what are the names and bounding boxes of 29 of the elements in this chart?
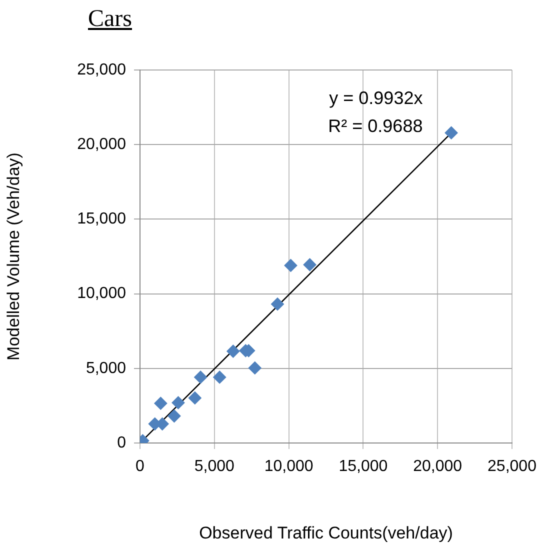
point (303, 258, 316, 272)
point (168, 409, 181, 422)
y-tick-label: 20,000 (77, 136, 126, 154)
point (188, 391, 202, 404)
x-tick-label: 20,000 (413, 458, 462, 476)
point (213, 370, 226, 384)
x-tick-label: 15,000 (338, 458, 388, 476)
point (194, 370, 208, 384)
point (226, 344, 240, 358)
x-tick-label: 5,000 (194, 458, 235, 476)
y-tick-label: 15,000 (77, 210, 126, 228)
y-axis-title: Modelled Volume (Veh/day) (4, 152, 23, 360)
x-tick-label: 25,000 (488, 458, 537, 476)
y-tick-label: 10,000 (77, 285, 126, 302)
point (248, 361, 262, 374)
y-tick-label: 5,000 (86, 360, 126, 377)
y-tick-label: 25,000 (77, 61, 126, 78)
point (270, 298, 284, 311)
point (444, 126, 458, 140)
x-tick-label: 0 (136, 458, 145, 476)
point (172, 396, 185, 410)
x-tick-label: 10,000 (264, 458, 314, 476)
y-tick-label: 0 (117, 434, 126, 452)
annotation: R² = 0.9688 (328, 116, 423, 136)
annotation: y = 0.9932x (329, 88, 423, 108)
point (154, 396, 168, 410)
x-axis-title: Observed Traffic Counts(veh/day) (199, 523, 453, 542)
point (284, 258, 298, 272)
chart-title: Cars (88, 6, 132, 33)
